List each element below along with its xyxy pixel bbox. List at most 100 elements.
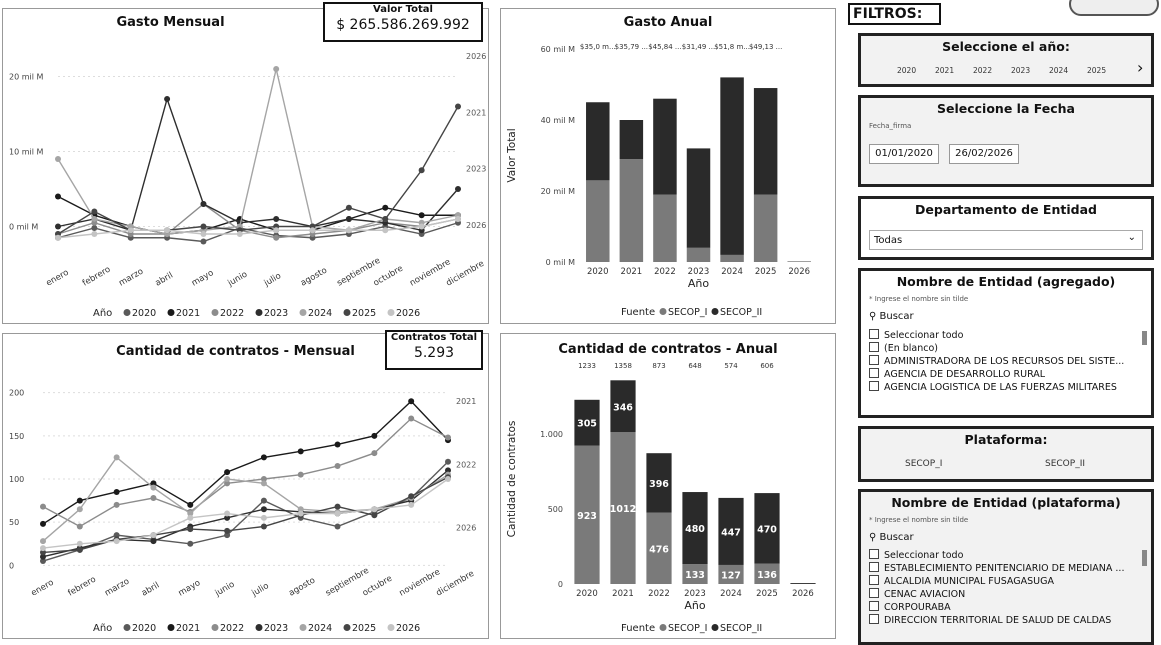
entidad-agregado-title: Nombre de Entidad (agregado) — [896, 274, 1116, 289]
bar-data-label: 480 — [685, 524, 705, 535]
bar-total-label: 648 — [688, 362, 701, 370]
list-item[interactable]: ADMINISTRADORA DE LOS RECURSOS DEL SISTE… — [869, 355, 1141, 368]
list-item-label: AGENCIA DE DESARROLLO RURAL — [884, 369, 1046, 380]
bar-SECOP_I-2020 — [574, 445, 600, 584]
data-point-2023 — [40, 553, 46, 560]
x-tick-label: 2022 — [654, 267, 676, 277]
bar-SECOP_II-2020 — [574, 399, 600, 446]
bar-SECOP_II-2024 — [718, 497, 744, 565]
data-point-2025 — [200, 223, 207, 230]
checkbox[interactable] — [869, 575, 879, 585]
data-point-2023 — [455, 186, 461, 192]
checkbox[interactable] — [869, 368, 879, 378]
list-item[interactable]: CENAC AVIACION — [869, 588, 1141, 601]
bar-SECOP_II-2020 — [586, 102, 610, 181]
y-tick-label: 500 — [548, 505, 563, 514]
y-tick-label: 0 mil M — [546, 258, 575, 267]
checkbox[interactable] — [869, 549, 879, 559]
clear-filters-button[interactable] — [1069, 0, 1159, 16]
data-point-2024 — [273, 66, 280, 72]
data-point-2023 — [150, 538, 157, 545]
list-item[interactable]: CORPOURABA — [869, 601, 1141, 614]
bar-data-label: 127 — [721, 570, 741, 581]
series-line-2023 — [57, 96, 459, 232]
checkbox[interactable] — [869, 329, 879, 339]
data-point-2026 — [187, 514, 194, 521]
x-tick-label: 2021 — [612, 589, 634, 599]
list-item[interactable]: (En blanco) — [869, 342, 1141, 355]
data-point-2024 — [113, 454, 120, 461]
entidad-plataforma-search[interactable]: ⚲ Buscar — [869, 532, 914, 543]
legend-marker-2023 — [255, 309, 263, 316]
data-point-2023 — [445, 467, 451, 474]
legend-item-2025: 2025 — [352, 308, 376, 319]
data-point-2024 — [55, 156, 61, 162]
list-item[interactable]: Seleccionar todo — [869, 329, 1141, 342]
x-tick-label: 2020 — [587, 267, 609, 277]
date-end-input[interactable]: 26/02/2026 — [949, 144, 1019, 164]
list-item[interactable]: AGENCIA LOGISTICA DE LAS FUERZAS MILITAR… — [869, 381, 1141, 394]
entidad-plataforma-list: Seleccionar todo ESTABLECIMIENTO PENITEN… — [869, 549, 1141, 627]
legend-marker-2021 — [167, 309, 175, 316]
data-point-2025 — [187, 526, 194, 533]
data-point-2020 — [224, 532, 231, 539]
data-point-2021 — [382, 204, 389, 211]
data-point-2021 — [55, 193, 61, 200]
gasto-anual-panel: Gasto Anual 0 mil M 20 mil M 40 mil M 60 mi… — [500, 8, 836, 324]
year-next-chevron-icon[interactable]: › — [1137, 58, 1144, 77]
plataforma-option-secop-ii[interactable]: SECOP_II — [1045, 459, 1086, 469]
data-point-2024 — [224, 476, 231, 482]
bar-SECOP_I-2025 — [753, 194, 778, 262]
checkbox[interactable] — [869, 601, 879, 611]
list-item[interactable]: DIRECCION TERRITORIAL DE SALUD DE CALDAS — [869, 614, 1141, 627]
data-point-2026 — [418, 223, 425, 230]
year-button-2025[interactable]: 2025 — [1087, 66, 1107, 75]
year-button-2021[interactable]: 2021 — [935, 66, 955, 75]
bar-SECOP_II-2025 — [754, 493, 780, 564]
data-point-2022 — [445, 434, 451, 441]
checkbox[interactable] — [869, 381, 879, 391]
bar-SECOP_I-2026 — [787, 261, 811, 262]
y-tick-label: 60 mil M — [541, 45, 576, 54]
search-icon: ⚲ — [869, 311, 877, 322]
year-button-2020[interactable]: 2020 — [897, 66, 917, 75]
data-point-2020 — [113, 532, 120, 539]
bar-total-label: $35,0 m... — [580, 43, 616, 51]
year-button-2024[interactable]: 2024 — [1049, 66, 1069, 75]
x-tick-label: marzo — [103, 577, 131, 599]
year-button-2023[interactable]: 2023 — [1011, 66, 1031, 75]
bar-total-label: $31,49 ... — [682, 43, 715, 51]
bar-total-label: $45,84 ... — [648, 43, 681, 51]
list-item[interactable]: Seleccionar todo — [869, 549, 1141, 562]
checkbox[interactable] — [869, 355, 879, 365]
series-line-2026 — [57, 218, 459, 239]
checkbox[interactable] — [869, 614, 879, 624]
data-point-2022 — [273, 234, 280, 241]
entidad-agregado-search-label: Buscar — [879, 311, 914, 322]
departamento-filter-title: Departamento de Entidad — [915, 202, 1097, 217]
plataforma-option-secop-i[interactable]: SECOP_I — [905, 459, 943, 469]
checkbox[interactable] — [869, 342, 879, 352]
date-start-input[interactable]: 01/01/2020 — [869, 144, 939, 164]
scrollbar[interactable] — [1142, 331, 1147, 345]
scrollbar[interactable] — [1142, 550, 1147, 566]
bar-data-label: 305 — [577, 419, 597, 430]
data-point-2025 — [76, 546, 83, 553]
data-point-2020 — [260, 497, 267, 504]
x-tick-label: junio — [225, 270, 249, 290]
checkbox[interactable] — [869, 562, 879, 572]
list-item[interactable]: ALCALDIA MUNICIPAL FUSAGASUGA — [869, 575, 1141, 588]
data-point-2026 — [40, 545, 46, 552]
data-point-2026 — [91, 231, 98, 237]
checkbox[interactable] — [869, 588, 879, 598]
legend-item-SECOP_II: SECOP_II — [720, 307, 762, 318]
x-tick-label: 2025 — [756, 589, 778, 599]
list-item[interactable]: ESTABLECIMIENTO PENITENCIARIO DE MEDIANA… — [869, 562, 1141, 575]
end-label: 2021 — [456, 397, 476, 406]
legend-marker-2024 — [299, 309, 307, 316]
year-button-2022[interactable]: 2022 — [973, 66, 993, 75]
entidad-agregado-search[interactable]: ⚲ Buscar — [869, 311, 914, 322]
departamento-dropdown[interactable]: Todas ⌄ — [869, 230, 1143, 250]
legend-marker-2022 — [211, 309, 219, 316]
list-item[interactable]: AGENCIA DE DESARROLLO RURAL — [869, 368, 1141, 381]
